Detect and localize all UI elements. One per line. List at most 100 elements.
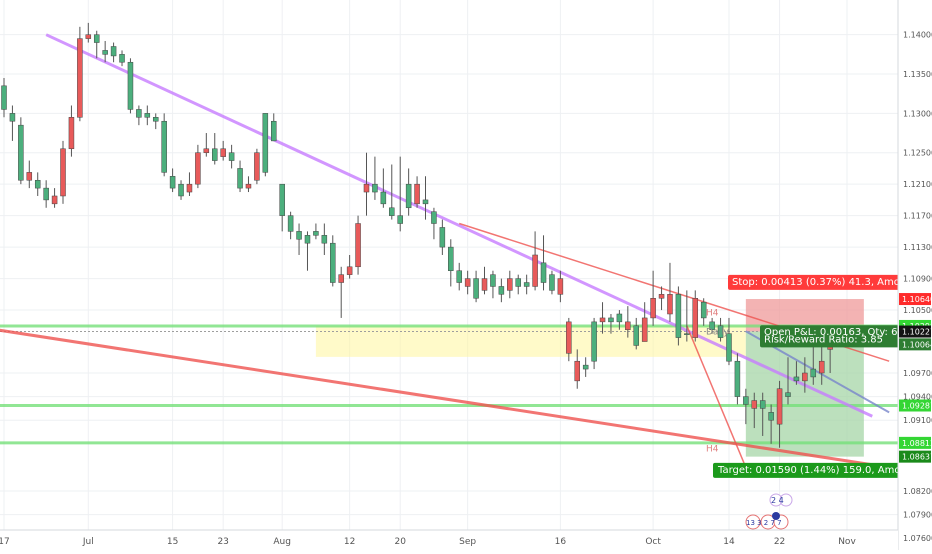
candle[interactable] <box>2 78 7 117</box>
candle-body <box>195 153 200 184</box>
candle[interactable] <box>499 279 504 303</box>
candle[interactable] <box>238 161 243 192</box>
candle[interactable] <box>592 318 597 369</box>
candle[interactable] <box>254 149 259 184</box>
candle[interactable] <box>490 271 495 299</box>
candle-body <box>735 361 740 396</box>
candle[interactable] <box>457 263 462 291</box>
candle[interactable] <box>634 318 639 349</box>
price-tag[interactable]: 1.08637 <box>899 451 932 463</box>
candle[interactable] <box>406 168 411 215</box>
candle[interactable] <box>10 105 15 140</box>
x-tick-label: 14 <box>723 537 735 547</box>
economic-events[interactable]: 2 4 13 3 2 7 7 <box>746 494 792 529</box>
candle[interactable] <box>246 176 251 192</box>
candle[interactable] <box>474 271 479 302</box>
x-tick-label: Aug <box>273 537 291 547</box>
y-axis[interactable]: 1.145001.140001.135001.130001.125001.121… <box>898 0 932 550</box>
candle[interactable] <box>145 105 150 125</box>
candle[interactable] <box>465 271 470 295</box>
y-tick-label: 1.12100 <box>903 180 932 189</box>
candle[interactable] <box>153 113 158 129</box>
candle-body <box>634 326 639 346</box>
price-tag[interactable]: 1.10227 <box>899 326 932 338</box>
candle[interactable] <box>136 105 141 125</box>
candle[interactable] <box>558 271 563 302</box>
candle[interactable] <box>524 275 529 295</box>
candle[interactable] <box>659 286 664 310</box>
candle[interactable] <box>676 286 681 345</box>
candle[interactable] <box>35 172 40 196</box>
candle-body <box>179 184 184 196</box>
y-tick-label: 1.13000 <box>903 109 932 118</box>
candle[interactable] <box>516 275 521 295</box>
candle[interactable] <box>111 43 116 63</box>
candle[interactable] <box>18 117 23 184</box>
candle[interactable] <box>187 172 192 196</box>
price-tag[interactable]: 1.08812 <box>899 437 932 449</box>
candle[interactable] <box>288 212 293 240</box>
candle[interactable] <box>347 255 352 279</box>
candle-body <box>69 117 74 148</box>
candle[interactable] <box>52 188 57 208</box>
candle[interactable] <box>431 208 436 239</box>
candle[interactable] <box>356 216 361 275</box>
candle[interactable] <box>61 141 66 204</box>
candle[interactable] <box>533 231 538 290</box>
candle-body <box>322 235 327 243</box>
candle[interactable] <box>541 235 546 290</box>
candle[interactable] <box>330 235 335 286</box>
candle[interactable] <box>667 263 672 322</box>
candle-body <box>297 231 302 239</box>
candle[interactable] <box>170 168 175 192</box>
candle[interactable] <box>221 141 226 161</box>
candle[interactable] <box>642 302 647 341</box>
candle[interactable] <box>735 353 740 404</box>
candle[interactable] <box>507 271 512 299</box>
candle-body <box>566 322 571 353</box>
candle-body <box>406 184 411 208</box>
candle[interactable] <box>162 113 167 176</box>
candle-body <box>575 361 580 381</box>
candle[interactable] <box>684 290 689 341</box>
candle[interactable] <box>440 220 445 255</box>
candle[interactable] <box>372 157 377 200</box>
candle[interactable] <box>263 113 268 176</box>
candle-body <box>457 271 462 283</box>
candle[interactable] <box>280 184 285 231</box>
candle[interactable] <box>120 50 125 66</box>
candle-body <box>794 377 799 381</box>
candle[interactable] <box>77 27 82 121</box>
candle[interactable] <box>415 176 420 207</box>
candle[interactable] <box>297 224 302 255</box>
candle[interactable] <box>229 145 234 169</box>
candle[interactable] <box>423 176 428 219</box>
price-tag[interactable]: 1.10064 <box>899 338 932 350</box>
candle[interactable] <box>322 224 327 255</box>
candle[interactable] <box>212 133 217 164</box>
candle[interactable] <box>86 23 91 43</box>
candle[interactable] <box>398 157 403 232</box>
candle[interactable] <box>103 41 108 62</box>
candle[interactable] <box>271 113 276 141</box>
candle[interactable] <box>583 357 588 377</box>
candle[interactable] <box>549 271 554 295</box>
candle[interactable] <box>128 58 133 113</box>
price-tag[interactable]: 1.09287 <box>899 399 932 411</box>
candle[interactable] <box>313 224 318 240</box>
candle-body <box>128 62 133 109</box>
candle[interactable] <box>482 267 487 295</box>
candle[interactable] <box>305 231 310 270</box>
candle-body <box>667 294 672 314</box>
candle[interactable] <box>693 290 698 341</box>
price-tag[interactable]: 1.10640 <box>899 293 932 305</box>
candle[interactable] <box>364 153 369 216</box>
candle[interactable] <box>179 180 184 200</box>
candle[interactable] <box>195 145 200 188</box>
trendline[interactable] <box>46 35 872 417</box>
candle[interactable] <box>94 31 99 59</box>
candle[interactable] <box>448 239 453 286</box>
